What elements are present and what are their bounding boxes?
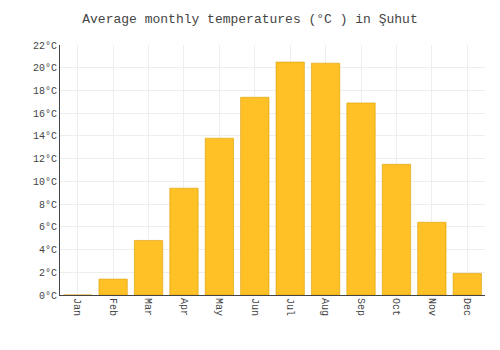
svg-text:Average monthly temperatures (: Average monthly temperatures (°C ) in Şu… bbox=[82, 12, 417, 27]
svg-text:2°C: 2°C bbox=[39, 268, 57, 279]
svg-text:Feb: Feb bbox=[107, 298, 118, 316]
svg-text:18°C: 18°C bbox=[33, 86, 57, 97]
svg-text:10°C: 10°C bbox=[33, 177, 57, 188]
svg-text:22°C: 22°C bbox=[33, 41, 57, 52]
svg-text:Aug: Aug bbox=[319, 298, 330, 316]
svg-text:May: May bbox=[213, 298, 224, 316]
svg-text:Nov: Nov bbox=[426, 298, 437, 316]
svg-text:Oct: Oct bbox=[390, 298, 401, 316]
svg-text:6°C: 6°C bbox=[39, 222, 57, 233]
svg-text:Mar: Mar bbox=[142, 298, 153, 316]
svg-text:Dec: Dec bbox=[461, 298, 472, 316]
svg-text:Jun: Jun bbox=[249, 298, 260, 316]
svg-text:16°C: 16°C bbox=[33, 109, 57, 120]
svg-text:Jul: Jul bbox=[284, 298, 295, 316]
svg-text:20°C: 20°C bbox=[33, 63, 57, 74]
svg-text:8°C: 8°C bbox=[39, 200, 57, 211]
svg-text:Jan: Jan bbox=[71, 298, 82, 316]
svg-text:12°C: 12°C bbox=[33, 154, 57, 165]
svg-text:0°C: 0°C bbox=[39, 291, 57, 302]
svg-text:4°C: 4°C bbox=[39, 245, 57, 256]
svg-text:Sep: Sep bbox=[355, 298, 366, 316]
svg-text:Apr: Apr bbox=[178, 298, 189, 316]
svg-text:14°C: 14°C bbox=[33, 131, 57, 142]
